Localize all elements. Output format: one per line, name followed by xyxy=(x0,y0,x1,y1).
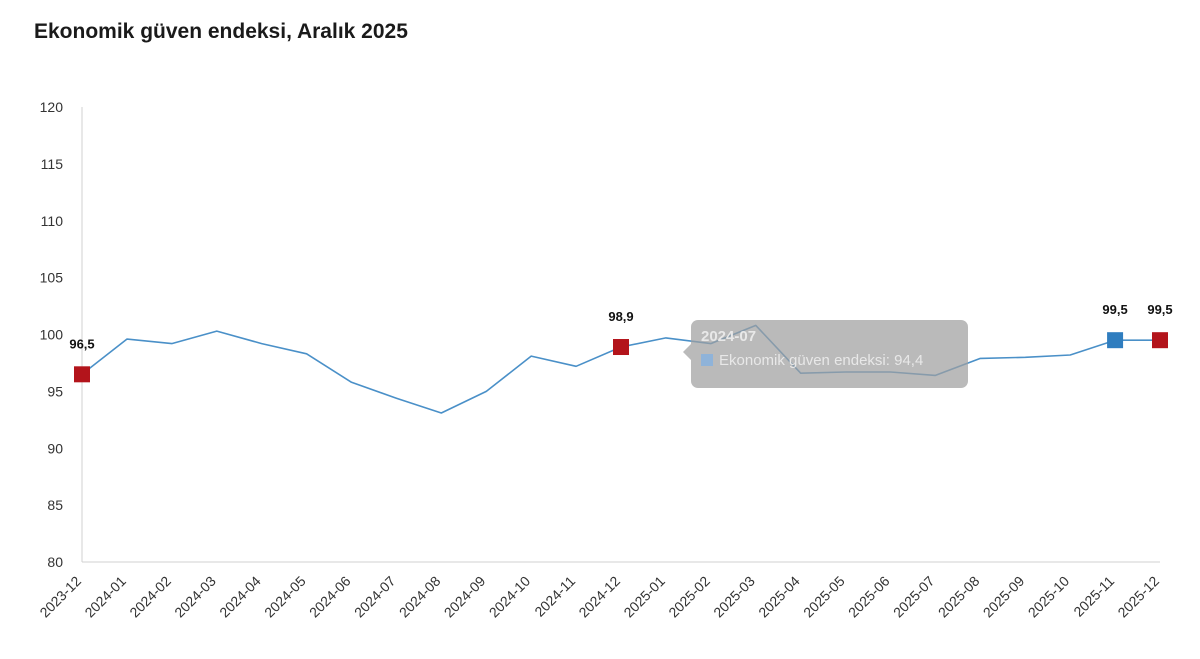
y-tick-label: 115 xyxy=(41,156,64,172)
x-tick-label: 2024-08 xyxy=(396,573,444,621)
point-marker xyxy=(1152,332,1168,349)
point-marker xyxy=(74,366,90,383)
point-marker xyxy=(613,339,629,356)
x-tick-label: 2024-03 xyxy=(171,573,219,621)
y-tick-label: 105 xyxy=(40,270,64,286)
x-tick-label: 2024-05 xyxy=(261,573,309,621)
y-tick-label: 120 xyxy=(40,99,64,115)
y-tick-label: 85 xyxy=(47,497,63,513)
x-tick-label: 2025-03 xyxy=(710,573,758,621)
x-tick-label: 2025-12 xyxy=(1114,573,1162,621)
point-marker xyxy=(1107,332,1124,349)
x-tick-label: 2024-01 xyxy=(81,573,129,621)
chart-title: Ekonomik güven endeksi, Aralık 2025 xyxy=(34,20,408,43)
chart-axes xyxy=(81,107,1160,563)
x-tick-label: 2025-04 xyxy=(755,573,803,621)
y-axis-ticks: 80 85 90 95 100 105 110 115 120 xyxy=(40,99,64,570)
x-tick-label: 2025-02 xyxy=(665,573,713,621)
tooltip: 2024-07 Ekonomik güven endeksi: 94,4 xyxy=(683,320,968,388)
x-tick-label: 2025-01 xyxy=(620,573,668,621)
x-tick-label: 2025-06 xyxy=(845,573,893,621)
y-tick-label: 90 xyxy=(47,440,63,456)
x-tick-label: 2024-02 xyxy=(126,573,174,621)
x-tick-label: 2023-12 xyxy=(36,573,84,621)
x-tick-label: 2025-05 xyxy=(800,573,848,621)
x-tick-label: 2025-11 xyxy=(1070,573,1117,620)
tooltip-swatch-icon xyxy=(701,354,713,366)
data-label: 96,5 xyxy=(69,336,94,351)
tooltip-text: Ekonomik güven endeksi: 94,4 xyxy=(719,352,924,369)
x-tick-label: 2024-04 xyxy=(216,573,264,621)
series-group xyxy=(81,324,1160,414)
data-label: 98,9 xyxy=(608,309,633,324)
series-line xyxy=(81,324,1160,414)
y-tick-label: 110 xyxy=(41,213,64,229)
x-tick-label: 2025-08 xyxy=(935,573,983,621)
x-tick-label: 2025-07 xyxy=(890,573,938,621)
x-tick-label: 2024-12 xyxy=(575,573,623,621)
x-tick-label: 2024-10 xyxy=(486,573,534,621)
x-tick-label: 2025-09 xyxy=(980,573,1028,621)
tooltip-row: Ekonomik güven endeksi: 94,4 xyxy=(701,352,958,370)
markers-group: 96,5 98,9 99,5 99,5 xyxy=(69,302,1173,383)
x-tick-label: 2024-06 xyxy=(306,573,354,621)
x-tick-label: 2025-10 xyxy=(1025,573,1073,621)
y-tick-label: 95 xyxy=(47,383,63,399)
tooltip-title: 2024-07 xyxy=(701,328,757,345)
x-tick-label: 2024-07 xyxy=(351,573,399,621)
x-tick-label: 2024-11 xyxy=(531,573,578,620)
y-tick-label: 80 xyxy=(47,554,63,570)
data-label: 99,5 xyxy=(1147,302,1172,317)
x-axis-ticks: 2023-122024-012024-022024-032024-042024-… xyxy=(36,573,1162,621)
x-tick-label: 2024-09 xyxy=(441,573,489,621)
y-tick-label: 100 xyxy=(40,327,64,343)
data-label: 99,5 xyxy=(1102,302,1127,317)
